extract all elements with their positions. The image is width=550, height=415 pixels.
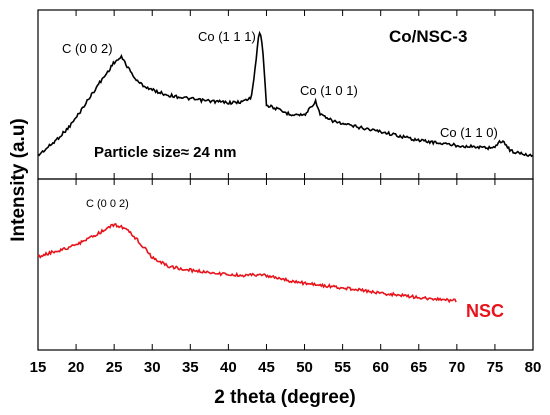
x-axis-ticks: 15 20 25 30 35 40 45 50 55 60 65 70 75 80	[30, 10, 542, 376]
y-axis-title: Intensity (a.u)	[8, 118, 29, 242]
sample-label-nsc: NSC	[466, 301, 504, 321]
peak-label-c-002-bottom: C (0 0 2)	[86, 198, 129, 210]
peak-label-co-110: Co (1 1 0)	[440, 125, 498, 140]
x-tick-label: 30	[144, 359, 161, 376]
x-tick-label: 75	[487, 359, 504, 376]
particle-size-note: Particle size≈ 24 nm	[94, 144, 236, 161]
series-line-co-nsc-3	[37, 30, 534, 158]
peak-label-co-111: Co (1 1 1)	[198, 29, 256, 44]
x-tick-label: 65	[410, 359, 427, 376]
x-tick-label: 70	[449, 359, 466, 376]
x-tick-label: 80	[525, 359, 542, 376]
x-tick-label: 50	[296, 359, 313, 376]
x-axis-title: 2 theta (degree)	[214, 387, 355, 408]
bottom-panel-frame	[37, 178, 534, 351]
peak-label-co-101: Co (1 0 1)	[300, 83, 358, 98]
sample-label-co-nsc-3: Co/NSC-3	[389, 27, 467, 46]
x-tick-label: 20	[68, 359, 85, 376]
x-tick-label: 55	[334, 359, 351, 376]
x-tick-label: 25	[106, 359, 123, 376]
peak-label-c-002-top: C (0 0 2)	[62, 41, 113, 56]
x-tick-label: 15	[30, 359, 47, 376]
x-tick-label: 35	[182, 359, 199, 376]
series-line-nsc	[37, 222, 457, 304]
x-tick-label: 40	[220, 359, 237, 376]
x-tick-label: 60	[372, 359, 389, 376]
x-tick-label: 45	[258, 359, 275, 376]
